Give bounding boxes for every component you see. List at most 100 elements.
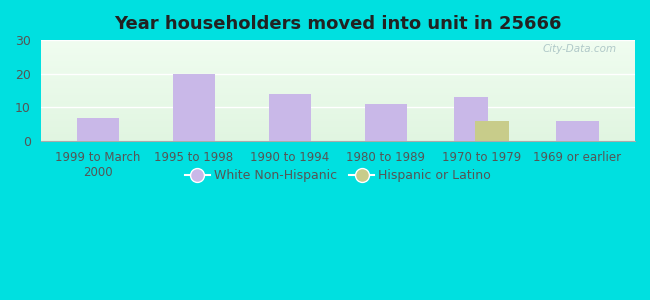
Bar [40,53,635,54]
Bar [40,84,635,85]
Bar [40,65,635,66]
Bar [40,71,635,72]
Bar [40,111,635,112]
Bar [40,115,635,116]
Bar [40,101,635,102]
Bar [40,51,635,52]
Bar [40,96,635,97]
Bar [40,50,635,51]
Bar [40,61,635,62]
Bar [40,131,635,132]
Bar [40,125,635,126]
Bar [40,105,635,106]
Bar [40,46,635,47]
Bar [40,103,635,104]
Bar [40,120,635,121]
Bar [40,76,635,77]
Bar [40,52,635,53]
Bar [40,86,635,87]
Bar [40,126,635,127]
Bar [40,89,635,90]
Bar [40,90,635,91]
Bar [40,73,635,74]
Bar [40,41,635,42]
Bar [40,43,635,44]
Bar [40,108,635,109]
Bar [40,110,635,111]
Bar [40,62,635,63]
Bar [40,130,635,131]
Bar [40,57,635,58]
Bar [40,94,635,95]
Bar [40,61,635,62]
Bar [40,139,635,140]
Bar [40,74,635,75]
Bar [40,80,635,81]
Bar [40,98,635,99]
Bar [40,99,635,100]
Bar [40,129,635,130]
Bar [40,83,635,84]
Bar [40,102,635,103]
Bar [40,121,635,122]
Bar [40,114,635,115]
Bar [40,70,635,71]
Bar [40,79,635,80]
Bar [365,104,407,141]
Bar [40,106,635,107]
Bar [40,40,635,41]
Bar [40,60,635,61]
Bar [40,78,635,79]
Bar [40,66,635,67]
Bar [40,124,635,125]
Bar [40,113,635,114]
Text: City-Data.com: City-Data.com [543,44,617,54]
Bar [40,48,635,49]
Bar [556,121,599,141]
Bar [40,138,635,139]
Bar [268,94,311,141]
Bar [40,123,635,124]
Bar [40,140,635,141]
Bar [40,107,635,108]
Bar [40,63,635,64]
Bar [40,58,635,59]
Bar [40,85,635,86]
Bar [40,81,635,82]
Bar [40,47,635,48]
Legend: White Non-Hispanic, Hispanic or Latino: White Non-Hispanic, Hispanic or Latino [180,164,496,188]
Bar [40,77,635,78]
Bar [40,122,635,123]
Bar [40,42,635,43]
Bar [40,72,635,73]
Bar [454,98,488,141]
Bar [40,49,635,50]
Bar [40,109,635,110]
Bar [40,136,635,137]
Bar [40,93,635,94]
Bar [40,112,635,113]
Bar [40,82,635,83]
Bar [40,88,635,89]
Bar [40,92,635,93]
Bar [475,121,510,141]
Bar [40,67,635,68]
Bar [40,56,635,57]
Bar [40,119,635,120]
Bar [173,74,215,141]
Bar [40,117,635,118]
Bar [40,104,635,105]
Bar [40,87,635,88]
Bar [40,68,635,69]
Bar [40,116,635,117]
Bar [40,54,635,55]
Bar [77,118,119,141]
Bar [40,100,635,101]
Bar [40,64,635,65]
Bar [40,135,635,136]
Bar [40,75,635,76]
Bar [40,44,635,45]
Bar [40,95,635,96]
Title: Year householders moved into unit in 25666: Year householders moved into unit in 256… [114,15,562,33]
Bar [40,127,635,128]
